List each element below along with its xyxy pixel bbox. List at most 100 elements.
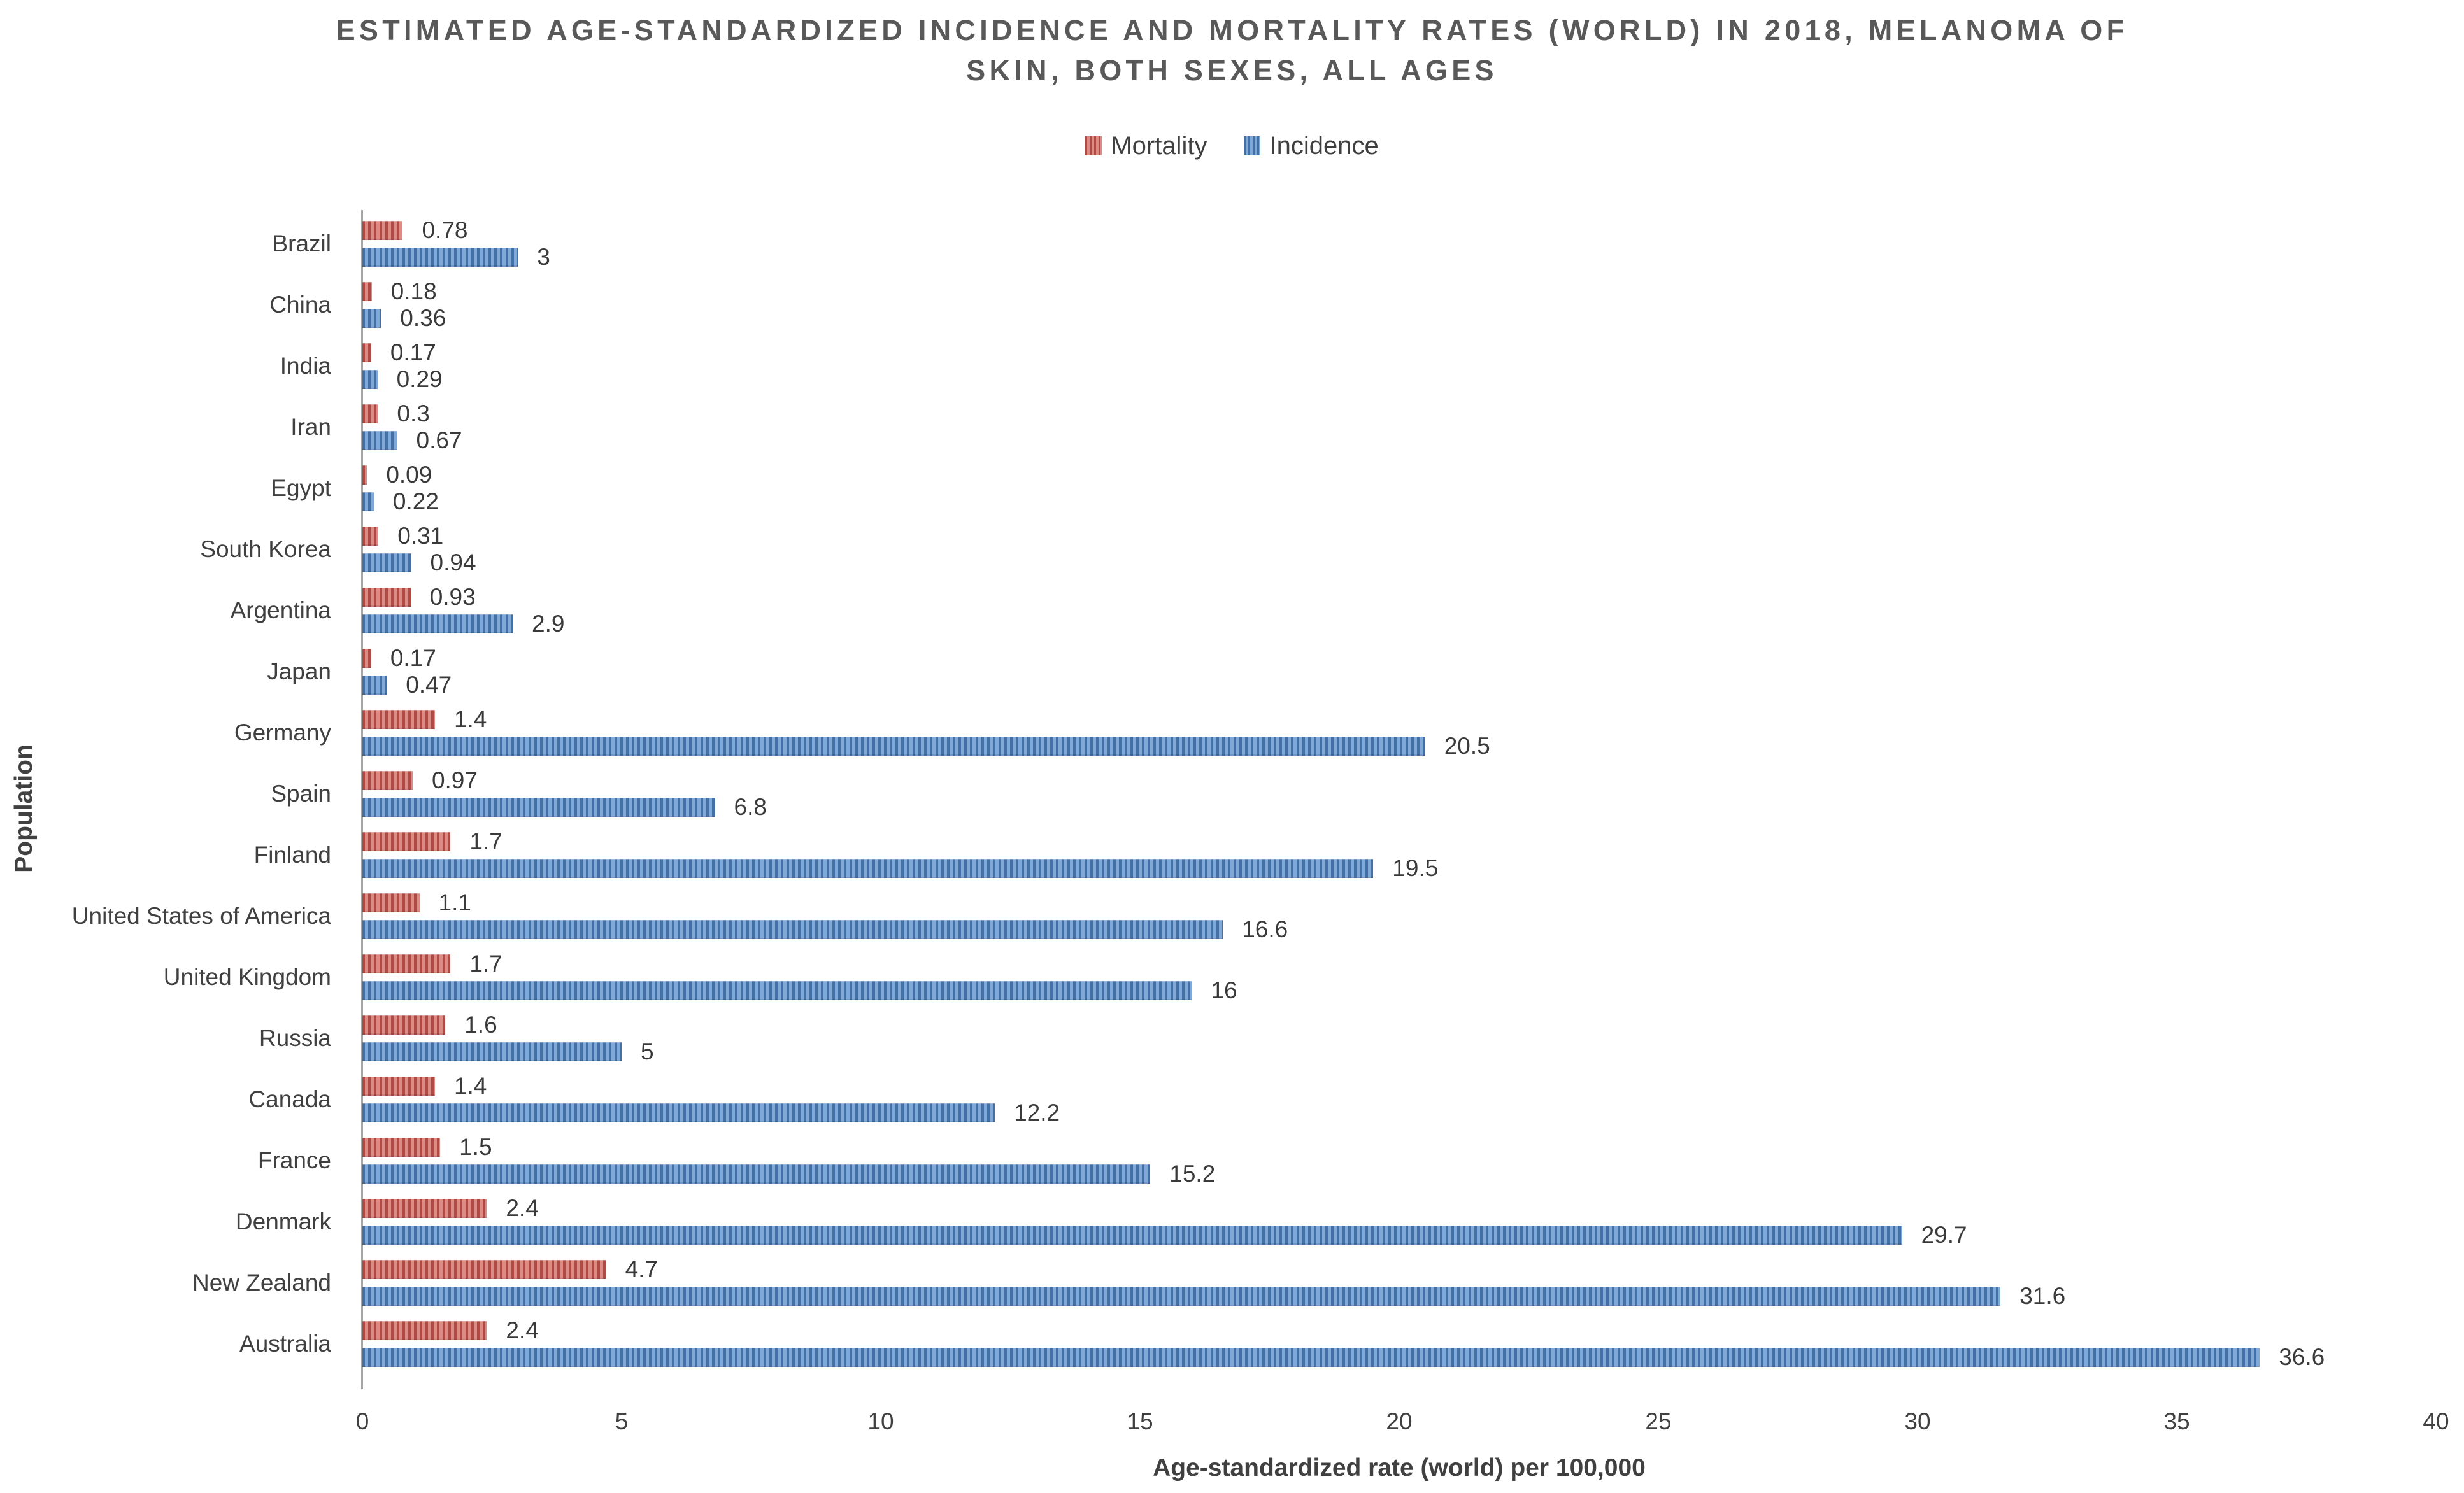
category-label: Russia — [259, 1025, 331, 1051]
incidence-value-label: 36.6 — [2279, 1344, 2325, 1370]
incidence-bar — [362, 1226, 1902, 1245]
mortality-value-label: 0.17 — [390, 645, 436, 671]
incidence-bar — [362, 370, 378, 389]
mortality-bar — [362, 588, 411, 607]
chart-title-line2: SKIN, BOTH SEXES, ALL AGES — [966, 54, 1498, 87]
x-tick-label: 30 — [1904, 1408, 1931, 1434]
category-label: United Kingdom — [163, 964, 331, 990]
incidence-value-label: 0.22 — [392, 488, 439, 514]
chart-row: Denmark 2.4 29.7 — [236, 1191, 2436, 1252]
incidence-value-label: 0.67 — [416, 427, 462, 453]
mortality-value-label: 0.93 — [429, 584, 476, 610]
legend-label-incidence: Incidence — [1269, 131, 1379, 160]
incidence-value-label: 5 — [641, 1038, 654, 1065]
mortality-value-label: 4.7 — [625, 1256, 659, 1282]
chart-row: United States of America 1.1 16.6 — [72, 886, 2436, 947]
mortality-bar — [362, 282, 372, 301]
chart-row: Russia 1.6 5 — [259, 1008, 2436, 1069]
legend: Mortality Incidence — [0, 129, 2464, 162]
mortality-swatch-icon — [1085, 136, 1102, 155]
x-tick-label: 10 — [867, 1408, 894, 1434]
category-label: Canada — [248, 1086, 331, 1112]
incidence-value-label: 0.29 — [396, 366, 443, 392]
chart-title-line1: ESTIMATED AGE-STANDARDIZED INCIDENCE AND… — [336, 14, 2128, 46]
incidence-bar — [362, 492, 374, 511]
x-axis-ticks: 0 5 10 15 20 25 30 35 40 — [356, 1408, 2449, 1436]
incidence-bar — [362, 859, 1374, 878]
incidence-value-label: 0.36 — [400, 305, 446, 331]
incidence-bar — [362, 1103, 995, 1122]
chart-row: United Kingdom 1.7 16 — [164, 947, 2436, 1008]
chart-row: Australia 2.4 36.6 — [239, 1313, 2436, 1375]
x-tick-label: 20 — [1386, 1408, 1413, 1434]
category-label: Finland — [253, 842, 331, 868]
chart-row: India 0.17 0.29 — [280, 336, 2436, 397]
mortality-value-label: 0.97 — [431, 767, 478, 793]
mortality-bar — [362, 832, 451, 851]
mortality-value-label: 0.17 — [390, 339, 436, 365]
mortality-value-label: 1.7 — [469, 828, 502, 854]
x-tick-label: 0 — [355, 1408, 369, 1434]
mortality-value-label: 1.7 — [469, 951, 502, 977]
incidence-bar — [362, 431, 397, 450]
mortality-value-label: 1.1 — [438, 889, 471, 916]
category-label: Egypt — [271, 475, 331, 501]
mortality-bar — [362, 343, 371, 362]
incidence-bar — [362, 614, 513, 633]
incidence-bar — [362, 1164, 1151, 1184]
mortality-value-label: 2.4 — [506, 1317, 539, 1343]
incidence-value-label: 3 — [537, 244, 550, 270]
chart-row: South Korea 0.31 0.94 — [200, 519, 2436, 580]
x-tick-label: 15 — [1127, 1408, 1153, 1434]
plot-area: Brazil 0.78 3 China 0.18 0.36 India 0.17 0.29 Ira… — [72, 213, 2436, 1375]
incidence-bar — [362, 1348, 2260, 1367]
incidence-value-label: 19.5 — [1392, 855, 1439, 881]
mortality-bar — [362, 1015, 446, 1035]
chart-row: Japan 0.17 0.47 — [267, 641, 2436, 702]
mortality-bar — [362, 954, 451, 973]
incidence-bar — [362, 737, 1425, 756]
chart-row: France 1.5 15.2 — [258, 1130, 2436, 1191]
y-axis-line — [361, 210, 363, 1389]
category-label: South Korea — [200, 536, 331, 562]
category-label: India — [280, 353, 331, 379]
mortality-value-label: 1.4 — [453, 706, 487, 732]
incidence-value-label: 0.47 — [406, 672, 452, 698]
chart-row: Argentina 0.93 2.9 — [231, 580, 2436, 641]
category-label: Australia — [239, 1331, 331, 1357]
legend-item-mortality: Mortality — [1085, 132, 1207, 160]
incidence-bar — [362, 1042, 622, 1061]
mortality-bar — [362, 1321, 487, 1340]
mortality-value-label: 1.4 — [453, 1073, 487, 1099]
x-tick-label: 5 — [615, 1408, 629, 1434]
x-tick-label: 40 — [2423, 1408, 2449, 1434]
mortality-bar — [362, 649, 371, 668]
category-label: China — [269, 292, 331, 318]
incidence-value-label: 15.2 — [1169, 1161, 1216, 1187]
chart-row: Spain 0.97 6.8 — [271, 763, 2436, 824]
mortality-bar — [362, 1260, 606, 1279]
mortality-value-label: 0.78 — [422, 217, 468, 243]
category-label: France — [257, 1147, 331, 1173]
incidence-value-label: 29.7 — [1921, 1222, 1967, 1248]
incidence-bar — [362, 248, 518, 267]
mortality-bar — [362, 465, 367, 485]
mortality-bar — [362, 527, 379, 546]
mortality-value-label: 1.5 — [459, 1134, 492, 1160]
incidence-bar — [362, 920, 1223, 939]
mortality-value-label: 0.31 — [397, 523, 444, 549]
incidence-value-label: 6.8 — [734, 794, 767, 820]
category-label: Germany — [234, 719, 331, 746]
incidence-value-label: 2.9 — [532, 611, 565, 637]
category-label: United States of America — [71, 903, 331, 929]
incidence-value-label: 31.6 — [2019, 1283, 2066, 1309]
chart-row: China 0.18 0.36 — [269, 274, 2436, 336]
chart-title: ESTIMATED AGE-STANDARDIZED INCIDENCE AND… — [0, 10, 2464, 90]
chart-row: Iran 0.3 0.67 — [290, 397, 2436, 458]
incidence-bar — [362, 553, 411, 572]
category-label: Denmark — [235, 1208, 331, 1235]
mortality-bar — [362, 710, 435, 729]
mortality-value-label: 1.6 — [464, 1012, 497, 1038]
category-label: Argentina — [230, 597, 331, 623]
